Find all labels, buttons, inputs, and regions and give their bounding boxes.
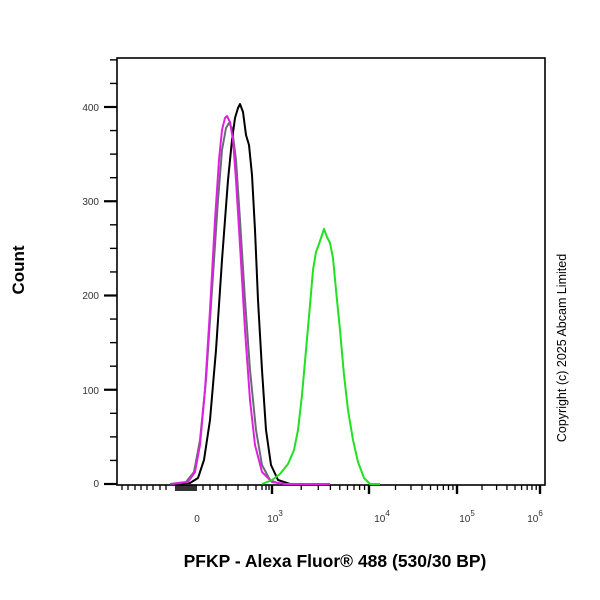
series-black-curve [174,103,291,485]
y-tick-label: 400 [82,103,99,114]
y-tick-label: 100 [82,386,99,397]
x-axis-tick-labels: 0 103 104 105 106 [194,509,543,525]
x-tick-label: 106 [527,509,543,525]
y-axis-ticks [104,59,117,486]
plot-frame [116,57,546,486]
y-tick-label: 300 [82,197,99,208]
series-green-curve [261,228,380,485]
y-tick-label: 200 [82,291,99,302]
x-tick-label: 0 [194,514,200,525]
copyright-notice: Copyright (c) 2025 Abcam Limited [548,200,576,495]
y-axis-title: Count [4,230,34,310]
y-axis-title-text: Count [9,245,28,295]
x-tick-label: 104 [374,509,390,525]
x-tick-label: 105 [459,509,475,525]
histogram-series [169,103,380,485]
x-tick-label: 103 [267,509,283,525]
y-axis-tick-labels: 0 100 200 300 400 [82,103,99,490]
x-axis-title: PFKP - Alexa Fluor® 488 (530/30 BP) [183,551,487,571]
series-magenta-curve [171,115,330,485]
y-tick-label: 0 [93,479,99,490]
copyright-text: Copyright (c) 2025 Abcam Limited [555,253,569,442]
x-axis-ticks [121,485,542,494]
